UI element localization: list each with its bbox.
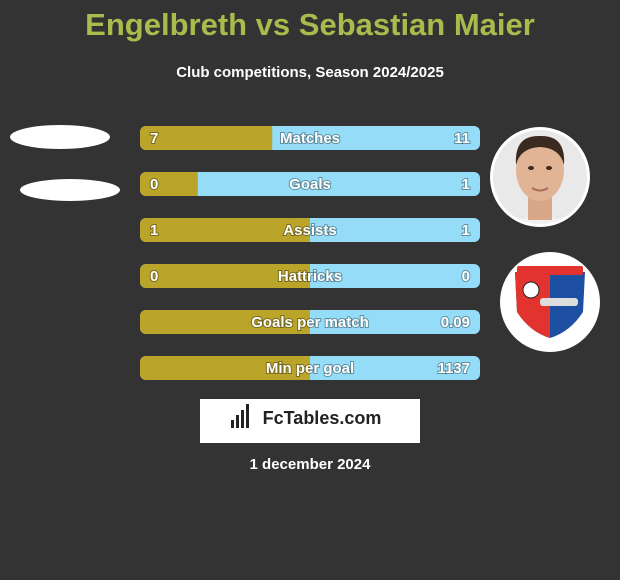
right-value: 11	[454, 130, 470, 147]
stat-label: Min per goal	[266, 360, 354, 377]
stat-label: Goals per match	[251, 314, 369, 331]
left-value: 0	[150, 268, 158, 285]
left-value: 7	[150, 130, 158, 147]
stat-label: Assists	[283, 222, 336, 239]
left-bar	[140, 172, 198, 196]
right-value: 1	[462, 176, 470, 193]
right-value: 1	[462, 222, 470, 239]
left-bar	[140, 356, 310, 380]
right-value: 0.09	[441, 314, 470, 331]
left-value: 0	[150, 176, 158, 193]
left-avatar-placeholder	[10, 125, 110, 149]
stat-row	[140, 218, 480, 242]
left-bar	[140, 126, 273, 150]
stat-row	[140, 126, 480, 150]
title: Engelbreth vs Sebastian Maier	[85, 7, 535, 42]
right-value: 1137	[437, 360, 470, 377]
brand-box: FcTables.com	[200, 399, 420, 443]
stat-row	[140, 310, 480, 334]
stat-row	[140, 264, 480, 288]
stat-label: Hattricks	[278, 268, 342, 285]
stat-label: Goals	[289, 176, 331, 193]
left-club-placeholder	[20, 179, 120, 201]
stat-row	[140, 356, 480, 380]
stat-row	[140, 172, 480, 196]
left-bar	[140, 218, 310, 242]
club-logo	[500, 252, 600, 352]
player-photo	[490, 127, 590, 227]
right-value: 0	[462, 268, 470, 285]
date: 1 december 2024	[250, 456, 372, 473]
left-bar	[140, 310, 310, 334]
left-bar	[140, 264, 310, 288]
stat-label: Matches	[280, 130, 340, 147]
subtitle: Club competitions, Season 2024/2025	[176, 64, 444, 81]
brand: FcTables.com	[263, 408, 382, 428]
left-value: 1	[150, 222, 158, 239]
